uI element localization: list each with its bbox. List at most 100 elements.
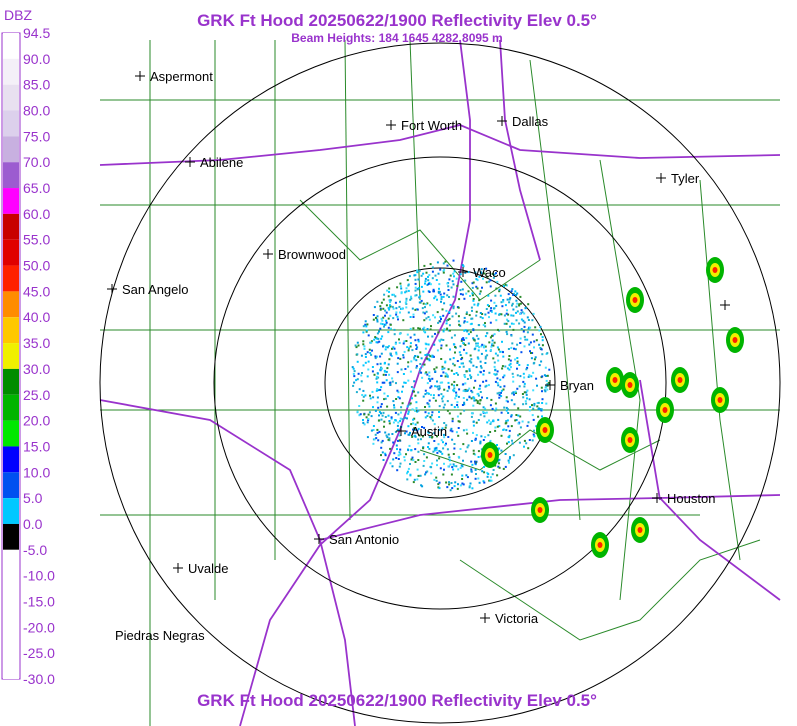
echo xyxy=(423,264,426,267)
echo xyxy=(401,385,404,388)
echo xyxy=(492,344,495,347)
echo xyxy=(490,479,493,482)
echo xyxy=(380,301,383,304)
echo xyxy=(448,296,450,298)
echo xyxy=(421,365,424,368)
echo xyxy=(459,345,462,348)
echo xyxy=(390,355,393,357)
echo xyxy=(412,459,415,462)
echo xyxy=(376,431,379,434)
echo xyxy=(397,439,399,442)
echo xyxy=(467,444,470,447)
legend-label: 85.0 xyxy=(23,77,50,93)
echo xyxy=(512,391,515,394)
echo xyxy=(451,315,454,318)
echo xyxy=(389,304,391,307)
echo xyxy=(514,290,517,293)
echo xyxy=(508,457,511,460)
echo xyxy=(395,311,398,314)
echo xyxy=(451,417,454,420)
echo xyxy=(383,425,385,428)
echo xyxy=(462,337,465,340)
city-marker xyxy=(173,563,183,573)
echo xyxy=(463,403,466,406)
echo xyxy=(450,383,453,386)
echo xyxy=(476,402,479,404)
echo xyxy=(387,433,390,436)
echo xyxy=(512,454,515,457)
echo xyxy=(506,318,509,321)
echo xyxy=(373,338,376,341)
echo xyxy=(447,381,450,384)
echo xyxy=(541,375,544,378)
echo xyxy=(407,449,410,452)
echo xyxy=(380,412,382,415)
echo xyxy=(472,431,474,434)
echo xyxy=(466,432,469,435)
echo xyxy=(377,406,380,409)
city-marker xyxy=(656,173,666,183)
echo xyxy=(433,297,436,300)
echo xyxy=(470,412,473,415)
echo xyxy=(487,473,490,475)
echo xyxy=(472,404,475,407)
echo xyxy=(474,468,477,471)
echo xyxy=(429,304,431,307)
echo xyxy=(399,282,402,285)
echo xyxy=(482,277,484,280)
echo xyxy=(541,390,543,393)
echo xyxy=(530,352,532,354)
echo xyxy=(516,360,519,363)
echo xyxy=(543,374,546,377)
echo xyxy=(422,464,425,467)
echo xyxy=(453,270,456,273)
echo xyxy=(507,348,510,350)
echo xyxy=(507,441,510,444)
echo xyxy=(404,416,407,419)
echo xyxy=(482,369,485,372)
echo xyxy=(439,467,442,470)
echo xyxy=(498,288,501,291)
echo xyxy=(515,419,518,421)
echo xyxy=(436,298,438,301)
echo xyxy=(384,314,386,317)
echo xyxy=(436,311,439,314)
echo xyxy=(399,300,401,303)
echo xyxy=(461,478,464,480)
echo xyxy=(374,355,377,358)
echo xyxy=(411,349,414,352)
echo xyxy=(417,442,420,445)
echo xyxy=(453,373,456,375)
legend-label: 90.0 xyxy=(23,51,50,67)
echo xyxy=(490,348,492,351)
echo xyxy=(426,382,429,385)
echo xyxy=(478,292,481,295)
echo xyxy=(462,338,465,341)
echo xyxy=(526,364,529,367)
echo xyxy=(427,403,430,406)
echo xyxy=(400,292,403,295)
echo xyxy=(418,301,421,304)
echo xyxy=(532,312,535,315)
echo xyxy=(458,298,461,301)
echo xyxy=(494,380,497,383)
echo xyxy=(452,343,455,346)
echo xyxy=(435,449,438,452)
echo xyxy=(541,402,544,404)
echo xyxy=(440,393,443,396)
echo xyxy=(482,380,485,383)
echo xyxy=(420,274,423,277)
echo xyxy=(362,364,365,367)
echo xyxy=(401,402,404,405)
echo xyxy=(434,399,437,402)
echo xyxy=(362,340,365,343)
echo xyxy=(490,398,493,401)
echo xyxy=(384,309,387,312)
echo xyxy=(450,369,453,372)
legend-label: 70.0 xyxy=(23,154,50,170)
echo xyxy=(489,422,492,425)
echo xyxy=(376,396,379,399)
echo xyxy=(464,271,467,274)
echo xyxy=(507,459,510,462)
legend-label: 94.5 xyxy=(23,25,50,41)
